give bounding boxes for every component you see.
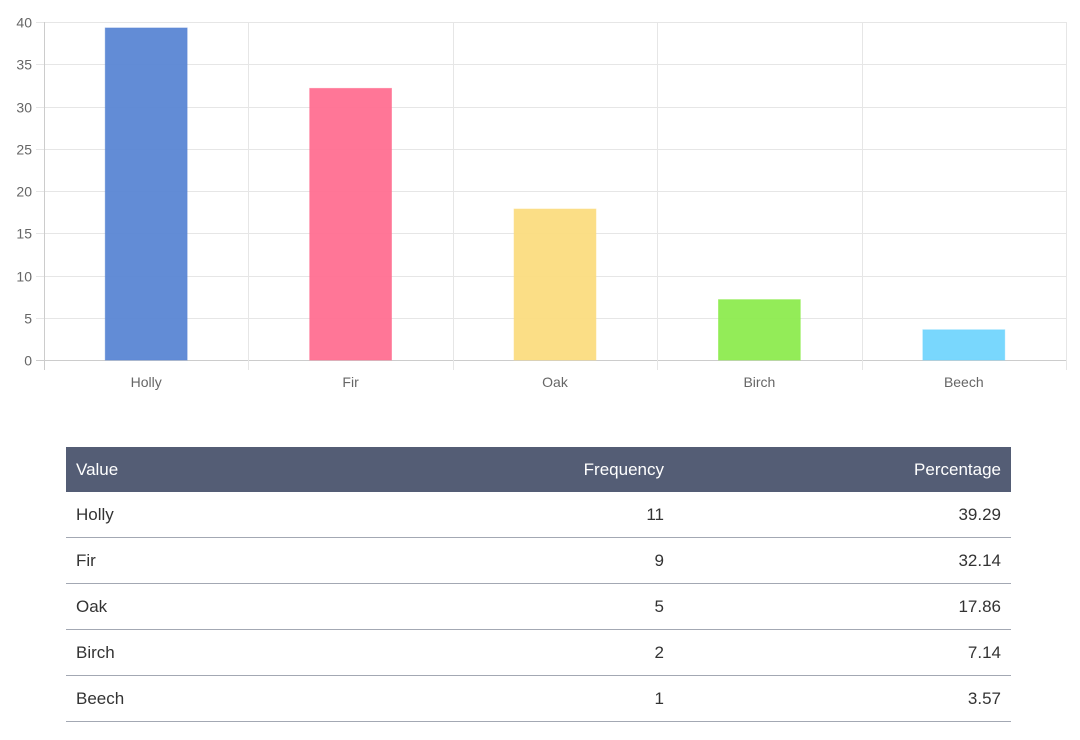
x-category-label: Birch — [743, 374, 775, 390]
cell-value: Oak — [66, 583, 434, 630]
cell-percentage: 39.29 — [674, 492, 1011, 538]
cell-value: Birch — [66, 629, 434, 676]
chart-bars — [104, 27, 1006, 361]
cell-value: Fir — [66, 537, 434, 584]
bar-oak[interactable] — [513, 208, 597, 361]
frequency-table: Value Frequency Percentage Holly 11 39.2… — [66, 447, 1011, 722]
column-header-percentage: Percentage — [674, 447, 1011, 492]
cell-frequency: 2 — [434, 629, 674, 676]
x-category-label: Beech — [944, 374, 984, 390]
cell-frequency: 11 — [434, 492, 674, 538]
y-tick-label: 5 — [24, 311, 32, 327]
bar-holly[interactable] — [104, 27, 188, 361]
y-tick-label: 40 — [16, 15, 32, 31]
y-tick-label: 25 — [16, 142, 32, 158]
table-row: Beech 1 3.57 — [66, 675, 1011, 722]
cell-frequency: 5 — [434, 583, 674, 630]
cell-frequency: 9 — [434, 537, 674, 584]
bar-birch[interactable] — [718, 299, 801, 361]
y-tick-label: 15 — [16, 226, 32, 242]
cell-percentage: 3.57 — [674, 675, 1011, 722]
y-tick-label: 35 — [16, 57, 32, 73]
x-axis: Holly Fir Oak Birch Beech — [131, 374, 984, 390]
cell-value: Beech — [66, 675, 434, 722]
cell-percentage: 32.14 — [674, 537, 1011, 584]
table-row: Oak 5 17.86 — [66, 583, 1011, 630]
bar-fir[interactable] — [309, 87, 392, 361]
x-category-label: Oak — [542, 374, 569, 390]
x-category-label: Holly — [131, 374, 162, 390]
chart-grid — [36, 22, 1067, 370]
column-header-frequency: Frequency — [434, 447, 674, 492]
cell-frequency: 1 — [434, 675, 674, 722]
cell-percentage: 17.86 — [674, 583, 1011, 630]
y-tick-label: 0 — [24, 353, 32, 369]
x-category-label: Fir — [342, 374, 359, 390]
y-tick-label: 20 — [16, 184, 32, 200]
y-tick-label: 30 — [16, 100, 32, 116]
table-header-row: Value Frequency Percentage — [66, 447, 1011, 492]
column-header-value: Value — [66, 447, 434, 492]
bar-beech[interactable] — [922, 329, 1006, 361]
table-row: Fir 9 32.14 — [66, 537, 1011, 584]
bar-chart: 0 5 10 15 20 25 30 35 40 Holly Fir Oak Birch Beech — [16, 15, 1067, 390]
y-tick-label: 10 — [16, 269, 32, 285]
y-axis: 0 5 10 15 20 25 30 35 40 — [16, 15, 32, 369]
table-row: Holly 11 39.29 — [66, 492, 1011, 538]
cell-value: Holly — [66, 492, 434, 538]
cell-percentage: 7.14 — [674, 629, 1011, 676]
table-row: Birch 2 7.14 — [66, 629, 1011, 676]
